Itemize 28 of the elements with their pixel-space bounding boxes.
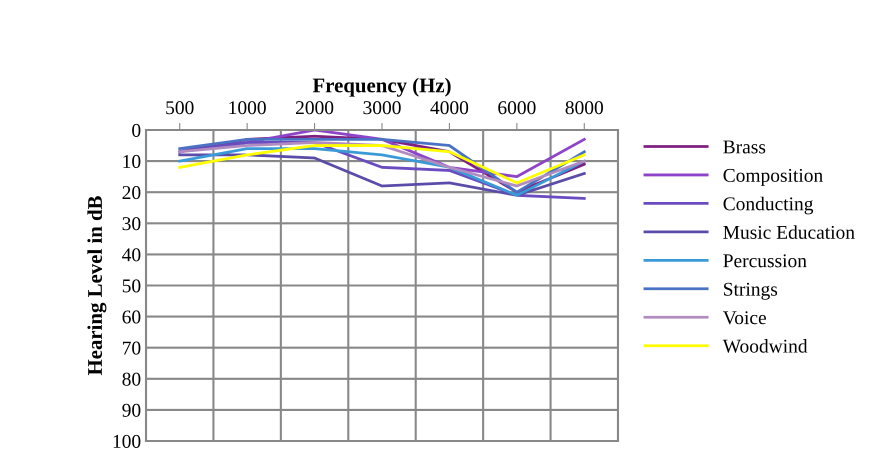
legend-label: Conducting [724, 196, 814, 214]
x-tick-label: 500 [166, 101, 194, 114]
legend-label: Woodwind [722, 339, 808, 353]
legend-label: Strings [724, 282, 778, 300]
y-tick-label: 100 [114, 434, 140, 448]
y-tick-label: 20 [122, 186, 140, 200]
y-tick-label: 80 [122, 372, 140, 386]
x-tick-label: 1000 [229, 101, 266, 114]
y-tick-label: 10 [123, 154, 140, 168]
y-tick-label: 60 [122, 310, 140, 324]
y-tick-label: 30 [122, 217, 140, 230]
y-axis-title: Hearing Level in dB [87, 196, 106, 376]
legend-label: Percussion [723, 254, 807, 268]
x-axis-title: Frequency (Hz) [312, 78, 451, 97]
y-tick-label: 0 [132, 124, 140, 137]
legend-label: Brass [723, 140, 766, 154]
y-tick-label: 40 [122, 248, 140, 262]
y-tick-label: 70 [122, 342, 140, 355]
legend-label: Music Education [723, 225, 855, 239]
y-tick-label: 90 [122, 404, 140, 417]
legend-label: Composition [724, 168, 823, 186]
x-tick-label: 4000 [430, 101, 468, 114]
x-tick-label: 3000 [363, 101, 401, 114]
y-tick-label: 50 [122, 279, 140, 292]
x-tick-label: 8000 [566, 101, 603, 114]
x-tick-label: 2000 [296, 101, 334, 114]
legend-label: Voice [722, 311, 766, 324]
x-tick-label: 6000 [498, 101, 536, 114]
